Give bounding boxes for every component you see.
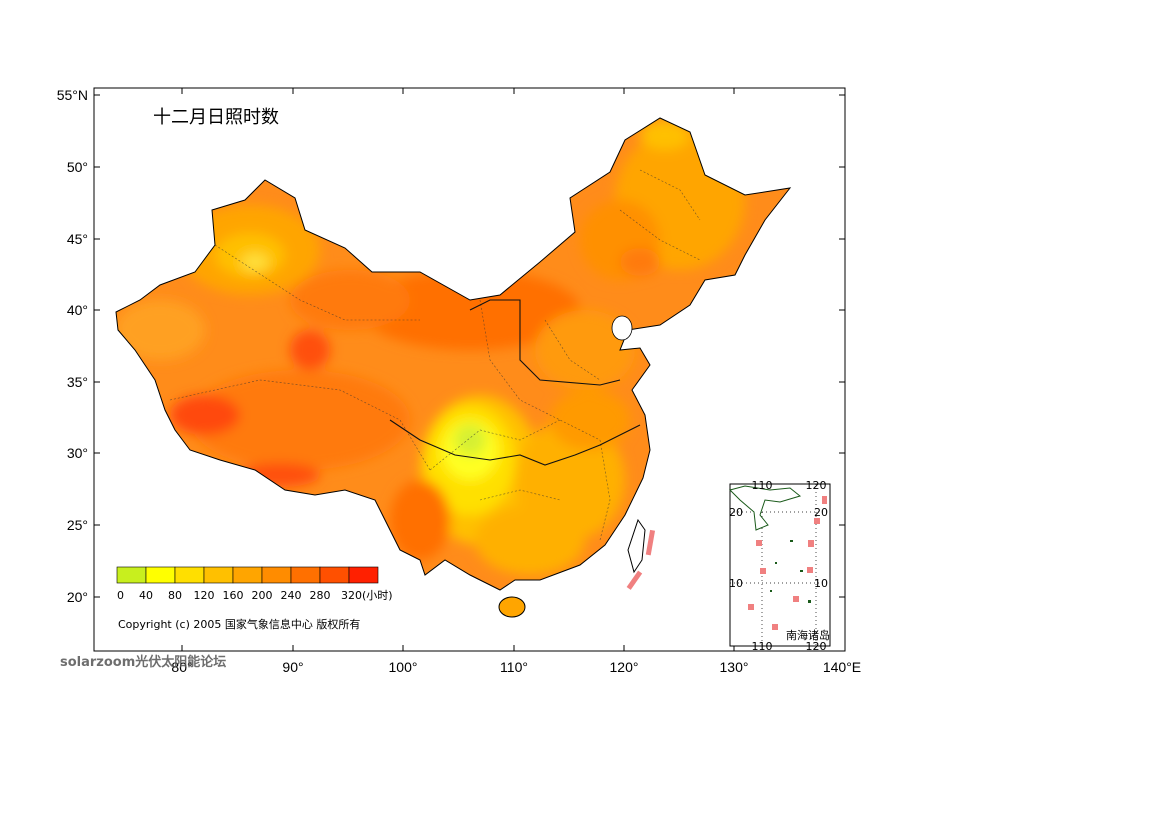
lon-label: 100° [389,659,418,675]
legend-tick-label: 160 [223,589,244,602]
lat-label: 40° [67,302,88,318]
inset-lon-label: 120 [806,479,827,492]
legend-swatch [145,566,176,584]
legend-tick-label: 120 [194,589,215,602]
lon-label: 130° [720,659,749,675]
lon-label: 140°E [823,659,861,675]
inset-lon-label: 110 [752,479,773,492]
inset-lat-label: 20 [814,506,828,519]
sea-boundary-marks [626,529,656,590]
latitude-labels: 55°N 50° 45° 40° 35° 30° 25° 20° [57,87,88,605]
inset-lat-label: 20 [729,506,743,519]
lat-label: 30° [67,445,88,461]
legend-swatch [232,566,263,584]
lat-label: 45° [67,231,88,247]
taiwan-island [627,518,646,574]
lat-label: 35° [67,374,88,390]
watermark: solarzoom光伏太阳能论坛 [60,654,226,670]
lon-label: 80° [171,659,192,675]
lat-label: 55°N [57,87,88,103]
lon-label: 90° [282,659,303,675]
inset-title: 南海诸岛 [786,628,830,642]
inset-lat-label: 10 [729,577,743,590]
inset-lon-label: 110 [752,640,773,653]
legend-swatch [116,566,147,584]
legend-tick-label: 0 [117,589,124,602]
legend-swatch [319,566,350,584]
south-china-sea-inset: 110 120 110 120 20 10 20 10 南海诸岛 [729,479,831,653]
legend-swatch [290,566,321,584]
hainan-island [498,596,526,618]
lon-label: 120° [610,659,639,675]
legend-swatch [348,566,379,584]
legend-swatch [174,566,205,584]
lon-label: 110° [500,659,528,675]
legend-swatch [203,566,234,584]
legend-tick-label: 280 [310,589,331,602]
inset-lon-label: 120 [806,640,827,653]
lat-label: 20° [67,589,88,605]
lat-label: 50° [67,159,88,175]
legend-tick-label: 200 [252,589,273,602]
inset-lat-label: 10 [814,577,828,590]
map-title: 十二月日照时数 [153,107,279,128]
legend-tick-label: 320(小时) [341,589,393,602]
legend-tick-label: 80 [168,589,182,602]
legend-tick-label: 40 [139,589,153,602]
legend-tick-label: 240 [281,589,302,602]
longitude-labels: 80° 90° 100° 110° 120° 130° 140°E [171,659,861,675]
axis-ticks [94,88,846,651]
legend: 0 40 80 120 160 200 240 280 320(小时) [116,566,393,602]
lat-label: 25° [67,517,88,533]
copyright-text: Copyright (c) 2005 国家气象信息中心 版权所有 [118,617,360,631]
legend-swatch [261,566,292,584]
